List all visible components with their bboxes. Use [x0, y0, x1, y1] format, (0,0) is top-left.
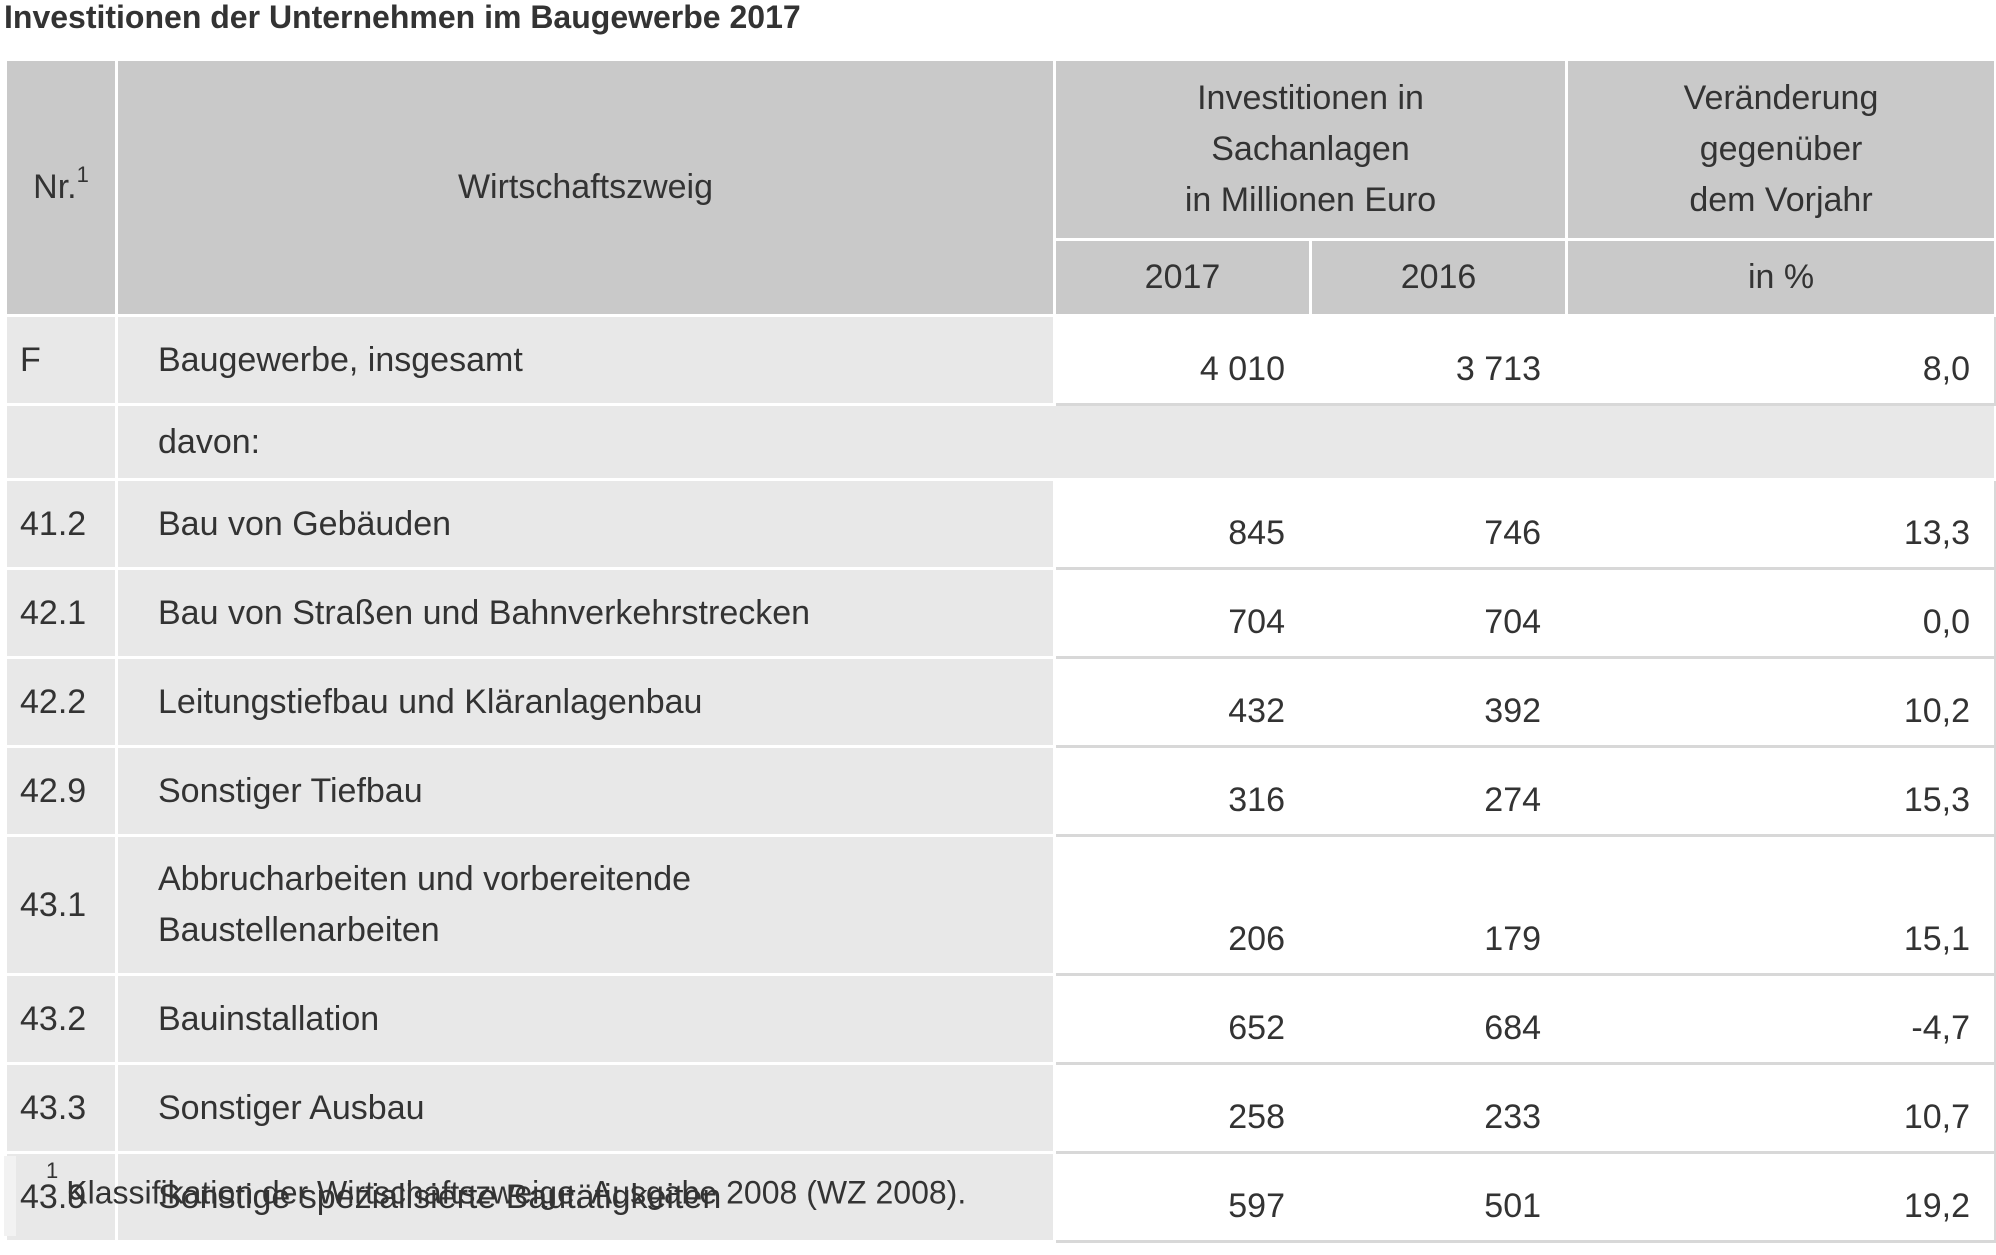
header-unit-percent: in %	[1565, 238, 1996, 317]
footnote-marker: 1	[46, 1158, 59, 1183]
row-value-2016: 179	[1308, 834, 1569, 976]
table-row: 41.2 Bau von Gebäuden 845 746 13,3	[4, 478, 1996, 570]
table-row: 42.2 Leitungstiefbau und Kläranlagenbau …	[4, 656, 1996, 748]
row-code: 43.3	[4, 1062, 118, 1154]
row-change: 10,7	[1565, 1062, 1996, 1154]
row-code: 41.2	[4, 478, 118, 570]
row-code	[4, 403, 118, 481]
row-label-line1: Abbrucharbeiten und vorbereitende	[158, 860, 692, 898]
row-value-2016: 233	[1308, 1062, 1569, 1154]
header-row: Nr.1 Wirtschaftszweig Investitionen in S…	[4, 58, 1996, 317]
row-value-2016: 501	[1308, 1151, 1569, 1243]
row-value-2017: 845	[1053, 478, 1312, 570]
footnote-bar	[4, 1156, 16, 1236]
row-value-2016: 392	[1308, 656, 1569, 748]
header-year-2017: 2017	[1053, 238, 1312, 317]
row-value-2017: 206	[1053, 834, 1312, 976]
row-label: Sonstiger Ausbau	[115, 1062, 1056, 1154]
row-change: -4,7	[1565, 973, 1996, 1065]
header-veraenderung-line3: dem Vorjahr	[1689, 181, 1873, 219]
table-row: 43.3 Sonstiger Ausbau 258 233 10,7	[4, 1062, 1996, 1154]
row-label: Bauinstallation	[115, 973, 1056, 1065]
row-value-2017: 4 010	[1053, 314, 1312, 406]
row-code: 43.9	[4, 1151, 118, 1243]
header-veraenderung-line2: gegenüber	[1699, 130, 1863, 168]
header-year-2016: 2016	[1308, 238, 1569, 317]
row-label: Bau von Straßen und Bahnverkehrstrecken	[115, 567, 1056, 659]
table-row: 43.2 Bauinstallation 652 684 -4,7	[4, 973, 1996, 1065]
header-investitionen-line2: Sachanlagen	[1211, 130, 1410, 168]
row-change: 15,3	[1565, 745, 1996, 837]
row-label: Bau von Gebäuden	[115, 478, 1056, 570]
row-value-2016: 274	[1308, 745, 1569, 837]
row-change: 19,2	[1565, 1151, 1996, 1243]
row-change: 13,3	[1565, 478, 1996, 570]
row-code: 42.2	[4, 656, 118, 748]
row-code: 43.1	[4, 834, 118, 976]
data-table: Nr.1 Wirtschaftszweig Investitionen in S…	[4, 58, 1996, 1243]
row-change: 15,1	[1565, 834, 1996, 976]
row-code: F	[4, 314, 118, 406]
row-label: Baugewerbe, insgesamt	[115, 314, 1056, 406]
header-wirtschaftszweig: Wirtschaftszweig	[115, 58, 1056, 317]
row-label: Leitungstiefbau und Kläranlagenbau	[115, 656, 1056, 748]
row-label: Abbrucharbeiten und vorbereitende Bauste…	[115, 834, 1056, 976]
row-code: 42.1	[4, 567, 118, 659]
row-label: Sonstiger Tiefbau	[115, 745, 1056, 837]
row-value-2016: 684	[1308, 973, 1569, 1065]
table-row: 42.1 Bau von Straßen und Bahnverkehrstre…	[4, 567, 1996, 659]
header-investitionen: Investitionen in Sachanlagen in Millione…	[1052, 58, 1569, 241]
row-label: davon:	[114, 403, 1996, 481]
header-subrow: 2017 2016 in %	[6, 238, 1996, 317]
table-row: 42.9 Sonstiger Tiefbau 316 274 15,3	[4, 745, 1996, 837]
footnote-text: Klassifikation der Wirtschaftszweige, Au…	[66, 1174, 967, 1211]
header-investitionen-line3: in Millionen Euro	[1184, 181, 1437, 219]
row-value-2016: 704	[1308, 567, 1569, 659]
row-value-2017: 704	[1053, 567, 1312, 659]
row-value-2017: 432	[1053, 656, 1312, 748]
header-nr-footnote-marker: 1	[76, 161, 89, 187]
row-value-2016: 3 713	[1308, 314, 1569, 406]
table-row: F Baugewerbe, insgesamt 4 010 3 713 8,0	[4, 314, 1996, 406]
header-veraenderung: Veränderung gegenüber dem Vorjahr	[1565, 58, 1996, 241]
row-change: 0,0	[1565, 567, 1996, 659]
row-code: 43.2	[4, 973, 118, 1065]
header-nr: Nr.1	[4, 58, 118, 317]
row-label: Sonstige spezialisierte Bautätigkeiten	[115, 1151, 1056, 1243]
header-veraenderung-line1: Veränderung	[1683, 79, 1879, 117]
row-value-2017: 652	[1053, 973, 1312, 1065]
table-row: 43.1 Abbrucharbeiten und vorbereitende B…	[4, 834, 1996, 976]
row-change: 8,0	[1565, 314, 1996, 406]
row-value-2017: 597	[1053, 1151, 1312, 1243]
row-label-line2: Baustellenarbeiten	[158, 911, 440, 949]
header-nr-label: Nr.	[33, 168, 77, 206]
header-investitionen-line1: Investitionen in	[1197, 79, 1424, 117]
row-change: 10,2	[1565, 656, 1996, 748]
table-title: Investitionen der Unternehmen im Baugewe…	[4, 0, 801, 35]
table-row: 43.9 Sonstige spezialisierte Bautätigkei…	[4, 1151, 1996, 1243]
row-code: 42.9	[4, 745, 118, 837]
footnote: 1 Klassifikation der Wirtschaftszweige, A…	[46, 1158, 967, 1212]
row-value-2016: 746	[1308, 478, 1569, 570]
row-value-2017: 258	[1053, 1062, 1312, 1154]
row-value-2017: 316	[1053, 745, 1312, 837]
table-row-davon: davon:	[4, 403, 1996, 481]
